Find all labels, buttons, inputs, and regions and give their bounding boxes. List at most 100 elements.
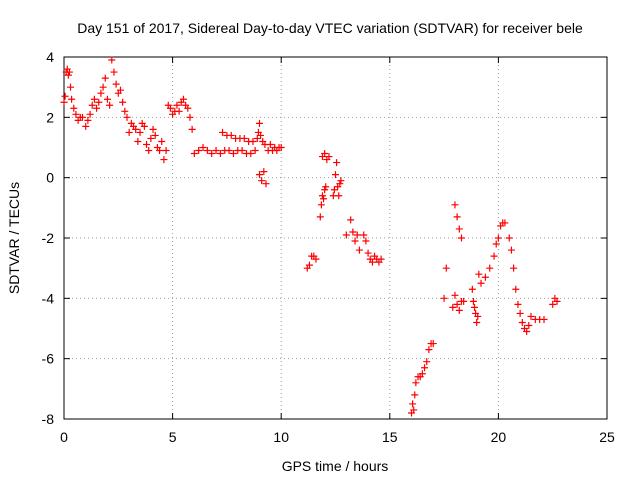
- data-point-marker: [67, 83, 75, 91]
- y-axis-label: SDTVAR / TECUs: [6, 182, 22, 294]
- data-point-marker: [490, 252, 498, 260]
- y-tick-label: 0: [46, 170, 54, 186]
- data-point-marker: [121, 107, 129, 115]
- data-point-marker: [475, 270, 483, 278]
- data-point-marker: [247, 150, 255, 158]
- data-point-marker: [86, 110, 94, 118]
- data-point-marker: [469, 297, 477, 305]
- data-point-marker: [147, 134, 155, 142]
- data-point-marker: [258, 177, 266, 185]
- data-point-marker: [255, 171, 263, 179]
- data-point-marker: [353, 231, 361, 239]
- x-tick-label: 25: [599, 429, 615, 445]
- data-point-marker: [253, 134, 261, 142]
- data-markers: [60, 56, 561, 417]
- data-point-marker: [188, 125, 196, 133]
- data-point-marker: [312, 255, 320, 263]
- data-point-marker: [525, 321, 533, 329]
- data-point-marker: [429, 340, 437, 348]
- data-point-marker: [195, 147, 203, 155]
- data-point-marker: [330, 186, 338, 194]
- data-point-marker: [208, 150, 216, 158]
- data-point-marker: [362, 237, 370, 245]
- data-point-marker: [516, 309, 524, 317]
- data-point-marker: [190, 150, 198, 158]
- data-point-marker: [321, 150, 329, 158]
- data-point-marker: [512, 285, 520, 293]
- data-point-marker: [143, 140, 151, 148]
- data-point-marker: [78, 113, 86, 121]
- data-point-marker: [103, 95, 111, 103]
- data-point-marker: [186, 113, 194, 121]
- data-point-marker: [316, 213, 324, 221]
- data-point-marker: [410, 406, 418, 414]
- data-point-marker: [514, 300, 522, 308]
- data-point-marker: [125, 128, 133, 136]
- data-point-marker: [449, 303, 457, 311]
- data-point-marker: [474, 312, 482, 320]
- data-point-marker: [325, 153, 333, 161]
- data-point-marker: [317, 201, 325, 209]
- data-point-marker: [219, 128, 227, 136]
- data-point-marker: [451, 201, 459, 209]
- data-point-marker: [257, 131, 265, 139]
- data-point-marker: [423, 358, 431, 366]
- data-point-marker: [277, 144, 285, 151]
- data-point-marker: [494, 234, 502, 242]
- data-point-marker: [227, 131, 235, 139]
- data-point-marker: [440, 294, 448, 302]
- data-point-marker: [377, 255, 385, 263]
- data-point-marker: [455, 306, 463, 314]
- x-tick-label: 20: [491, 429, 507, 445]
- data-point-marker: [501, 219, 509, 227]
- data-point-marker: [481, 273, 489, 281]
- data-point-marker: [336, 180, 344, 188]
- data-point-marker: [527, 312, 535, 320]
- data-point-marker: [173, 101, 181, 109]
- data-point-marker: [453, 300, 461, 308]
- data-point-marker: [229, 150, 237, 158]
- data-point-marker: [90, 95, 98, 103]
- data-point-marker: [93, 104, 101, 112]
- data-point-marker: [351, 237, 359, 245]
- data-point-marker: [320, 195, 328, 203]
- data-point-marker: [70, 104, 78, 112]
- data-point-marker: [184, 104, 192, 112]
- data-point-marker: [518, 318, 526, 326]
- data-point-marker: [468, 285, 476, 293]
- data-point-marker: [225, 147, 233, 155]
- data-point-marker: [332, 171, 339, 179]
- data-point-marker: [82, 122, 90, 130]
- data-point-marker: [65, 68, 73, 76]
- data-point-marker: [101, 74, 109, 82]
- data-point-marker: [255, 119, 263, 127]
- data-point-marker: [507, 246, 515, 254]
- x-tick-label: 0: [60, 429, 68, 445]
- data-point-marker: [460, 297, 468, 305]
- data-point-marker: [72, 110, 80, 118]
- data-point-marker: [160, 156, 168, 164]
- data-point-marker: [166, 104, 174, 112]
- data-point-marker: [553, 297, 561, 305]
- data-point-marker: [505, 234, 513, 242]
- data-point-marker: [322, 183, 330, 191]
- data-point-marker: [337, 177, 345, 185]
- data-point-marker: [305, 261, 313, 269]
- data-point-marker: [97, 89, 105, 97]
- data-point-marker: [162, 147, 170, 155]
- data-point-marker: [95, 98, 103, 106]
- x-tick-label: 5: [169, 429, 177, 445]
- data-point-marker: [442, 264, 450, 272]
- data-point-marker: [510, 264, 518, 272]
- chart-title: Day 151 of 2017, Sidereal Day-to-day VTE…: [77, 20, 583, 36]
- y-tick-label: 4: [46, 49, 54, 65]
- x-axis-label: GPS time / hours: [282, 458, 389, 474]
- data-point-marker: [240, 134, 248, 142]
- data-point-marker: [119, 98, 127, 106]
- data-point-marker: [471, 303, 479, 311]
- data-point-marker: [262, 180, 270, 188]
- data-point-marker: [84, 116, 92, 124]
- data-point-marker: [261, 140, 269, 148]
